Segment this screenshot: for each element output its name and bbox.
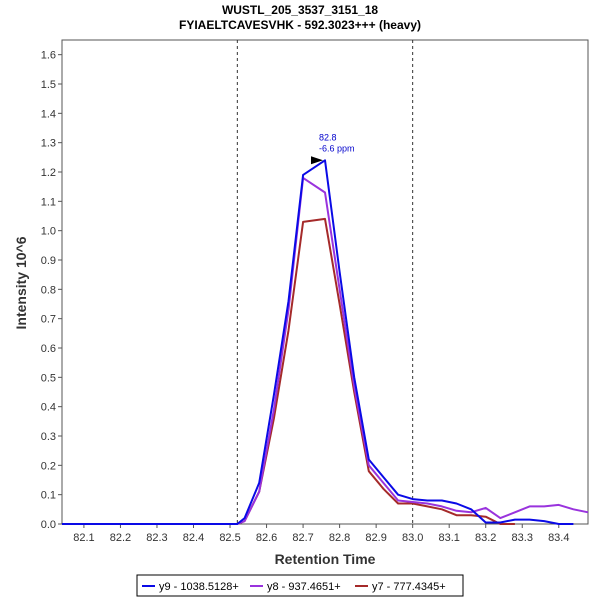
x-axis-title: Retention Time [275, 551, 376, 567]
plot-area [61, 39, 589, 525]
x-tick-label: 82.2 [110, 532, 131, 544]
y-tick-label: 0.0 [41, 519, 56, 531]
x-tick-label: 83.3 [512, 532, 533, 544]
y-tick-label: 1.2 [41, 167, 56, 179]
x-tick-label: 82.5 [219, 532, 240, 544]
legend-label: y8 - 937.4651+ [267, 581, 341, 593]
y-tick-label: 1.4 [41, 108, 56, 120]
x-tick-label: 82.8 [329, 532, 350, 544]
chart-subtitle: FYIAELTCAVESVHK - 592.3023+++ (heavy) [179, 18, 421, 32]
peak-annotation: 82.8 -6.6 ppm [311, 132, 355, 165]
series-line [62, 159, 574, 525]
y-axis-title: Intensity 10^6 [13, 236, 29, 329]
x-tick-label: 82.1 [73, 532, 94, 544]
y-tick-label: 0.1 [41, 490, 56, 502]
y-tick-label: 1.3 [41, 138, 56, 150]
peak-ppm-label: -6.6 ppm [319, 143, 355, 153]
x-tick-label: 82.4 [183, 532, 204, 544]
y-tick-label: 0.9 [41, 255, 56, 267]
x-tick-label: 82.9 [365, 532, 386, 544]
peak-arrow-icon [311, 156, 323, 165]
x-axis: 82.1 82.2 82.3 82.4 82.5 82.6 82.7 82.8 82.9 83.0… [73, 524, 569, 544]
x-tick-label: 82.6 [256, 532, 277, 544]
y-tick-label: 1.6 [41, 50, 56, 62]
series-layer [62, 159, 589, 525]
x-tick-label: 82.7 [292, 532, 313, 544]
y-axis: 0.0 0.1 0.2 0.3 0.4 0.5 0.6 0.7 0.8 0.9 1.0 1.1 1.2 1… [41, 50, 62, 531]
y-tick-label: 0.6 [41, 343, 56, 355]
chart-title: WUSTL_205_3537_3151_18 [222, 3, 378, 17]
x-tick-label: 83.4 [548, 532, 569, 544]
legend-label: y9 - 1038.5128+ [159, 581, 239, 593]
legend: y9 - 1038.5128+ y8 - 937.4651+ y7 - 777.43… [136, 574, 464, 597]
peak-rt-label: 82.8 [319, 132, 337, 142]
x-tick-label: 83.2 [475, 532, 496, 544]
legend-label: y7 - 777.4345+ [372, 581, 446, 593]
x-tick-label: 83.1 [438, 532, 459, 544]
y-tick-label: 1.1 [41, 196, 56, 208]
series-line [62, 176, 589, 525]
y-tick-label: 0.8 [41, 284, 56, 296]
x-tick-label: 83.0 [402, 532, 423, 544]
integration-boundaries [236, 40, 414, 524]
y-tick-label: 1.0 [41, 226, 56, 238]
y-tick-label: 0.3 [41, 431, 56, 443]
x-tick-label: 82.3 [146, 532, 167, 544]
y-tick-label: 0.5 [41, 372, 56, 384]
y-tick-label: 0.4 [41, 402, 56, 414]
y-tick-label: 0.7 [41, 314, 56, 326]
y-tick-label: 0.2 [41, 460, 56, 472]
y-tick-label: 1.5 [41, 79, 56, 91]
legend-box [136, 574, 464, 597]
